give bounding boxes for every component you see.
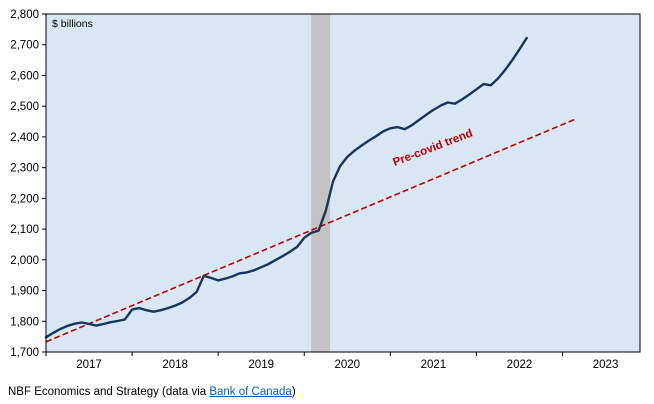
source-text-prefix: NBF Economics and Strategy (data via: [8, 386, 210, 398]
y-axis-label: 2,300: [10, 163, 39, 175]
y-axis-label: 2,100: [10, 224, 39, 236]
y-axis-label: 2,200: [10, 193, 39, 205]
y-axis-label: 2,500: [10, 101, 39, 113]
unit-label: $ billions: [52, 18, 93, 30]
x-axis-label: 2018: [162, 359, 188, 371]
y-axis-label: 2,800: [10, 9, 39, 21]
x-axis-label: 2023: [593, 359, 619, 371]
bank-of-canada-link[interactable]: Bank of Canada: [209, 386, 292, 398]
x-axis-label: 2017: [76, 359, 102, 371]
plot-border: [45, 13, 641, 353]
x-axis-label: 2021: [421, 359, 447, 371]
series-line: [44, 36, 528, 339]
y-axis-label: 1,900: [10, 286, 39, 298]
money-supply-line-chart: 1,700 1,800 1,900 2,000 2,100 2,200 2,300 2,400…: [10, 9, 641, 371]
y-axis-label: 1,700: [10, 347, 39, 359]
pre-covid-trend-line: [45, 118, 576, 343]
y-axis-label: 2,700: [10, 40, 39, 52]
y-axis-label: 1,800: [10, 316, 39, 328]
x-axis-label: 2019: [248, 359, 274, 371]
y-axis-label: 2,400: [10, 132, 39, 144]
x-axis-label: 2022: [507, 359, 533, 371]
y-axis-label: 2,600: [10, 70, 39, 82]
x-axis-label: 2020: [335, 359, 361, 371]
source-text-suffix: ): [291, 386, 296, 398]
covid-recession-band: [311, 14, 331, 352]
plot-area: [46, 14, 640, 352]
source-note: NBF Economics and Strategy (data via Ban…: [8, 386, 296, 398]
y-axis-label: 2,000: [10, 255, 39, 267]
